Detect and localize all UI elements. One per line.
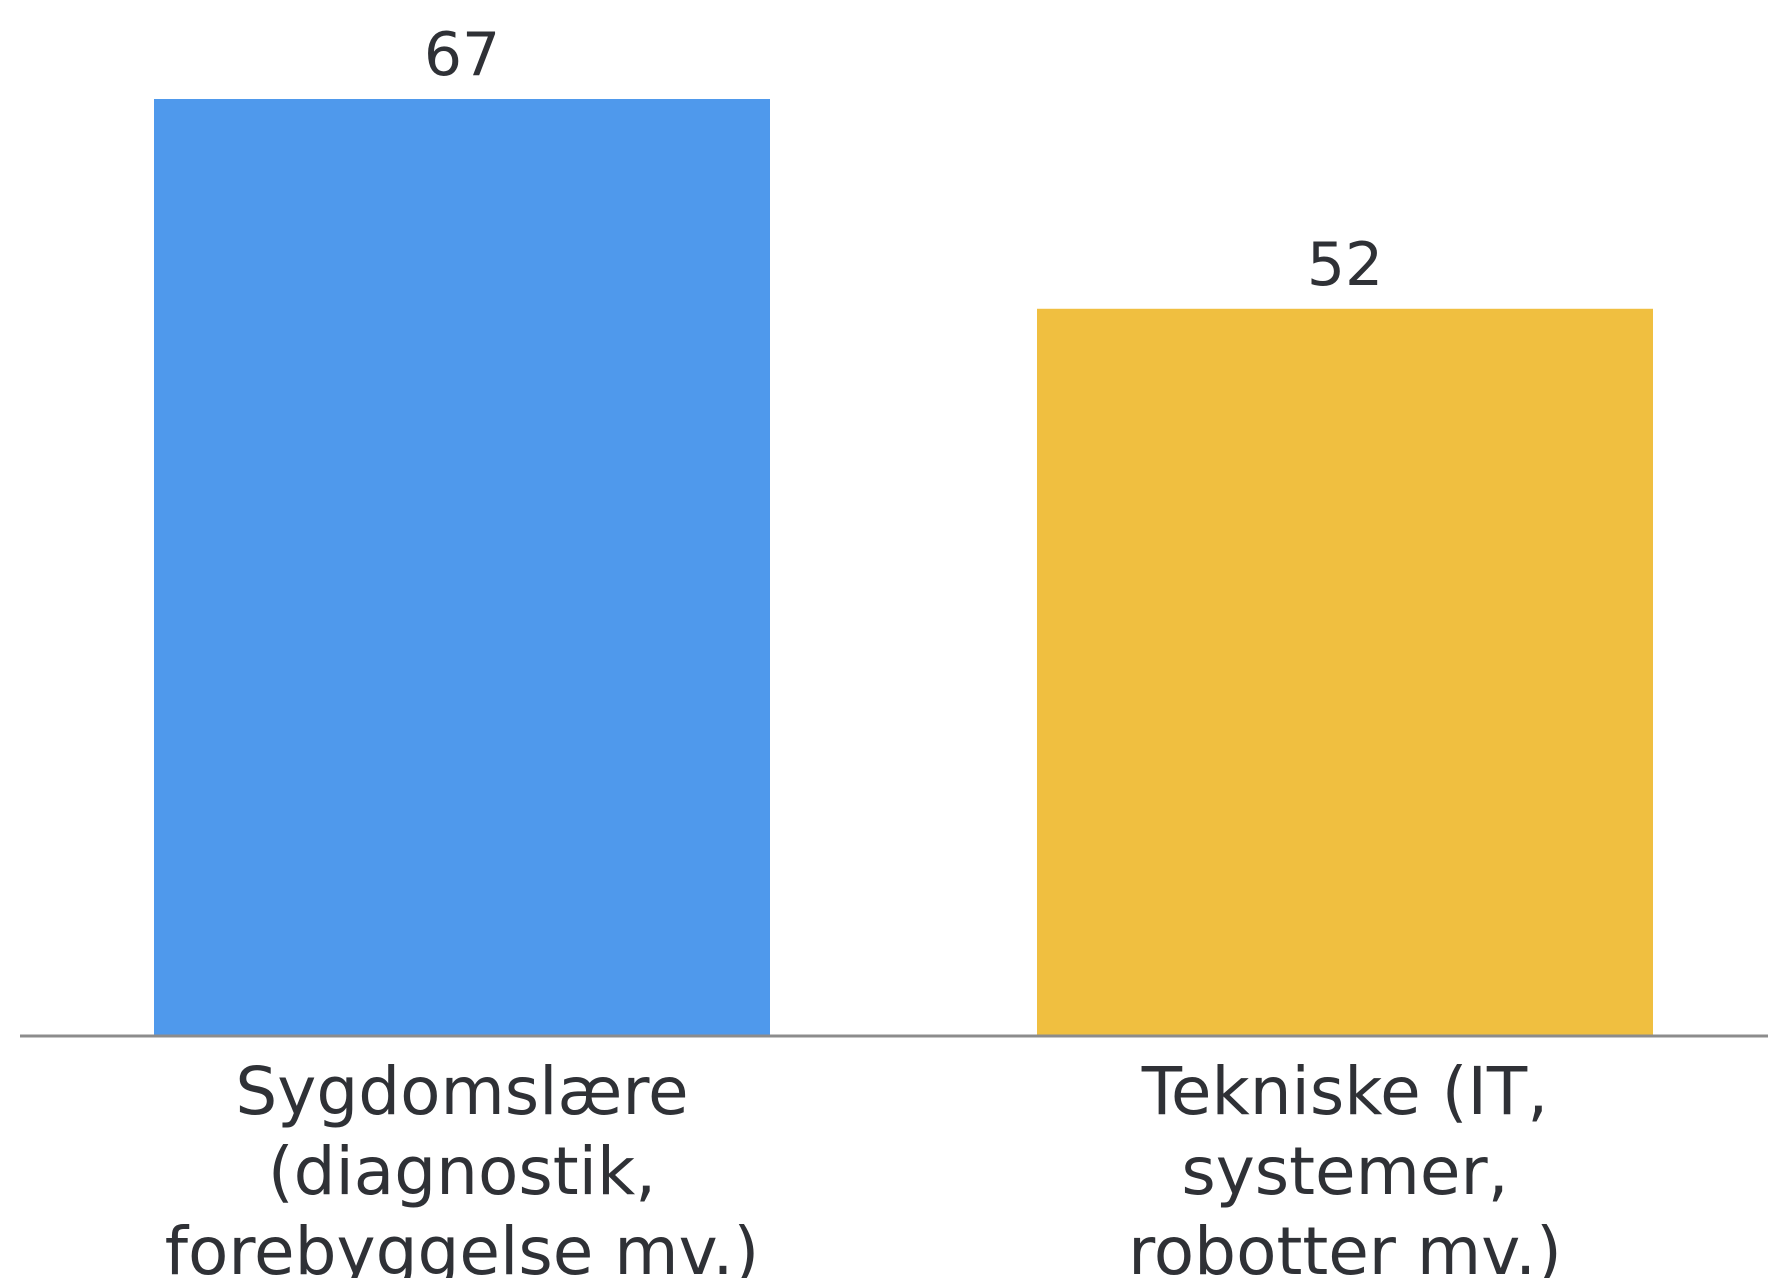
value-label-1: 67 — [424, 20, 500, 90]
category-label-line: systemer, — [1181, 1133, 1508, 1210]
bar-1 — [154, 99, 770, 1036]
category-label-line: Tekniske (IT, — [1141, 1053, 1548, 1130]
category-label-line: (diagnostik, — [268, 1133, 656, 1210]
value-label-2: 52 — [1307, 230, 1383, 300]
value-labels-group: 67 52 — [424, 20, 1383, 300]
category-label-line: Sygdomslære — [235, 1053, 688, 1130]
category-label-2: Tekniske (IT, systemer, robotter mv.) — [1128, 1053, 1562, 1278]
bar-2 — [1037, 308, 1653, 1036]
category-labels-group: Sygdomslære (diagnostik, forebyggelse mv.)… — [165, 1053, 1562, 1278]
category-label-line: robotter mv.) — [1128, 1213, 1562, 1278]
category-label-line: forebyggelse mv.) — [165, 1213, 760, 1278]
category-label-1: Sygdomslære (diagnostik, forebyggelse mv.) — [165, 1053, 760, 1278]
bars-group — [154, 99, 1653, 1036]
